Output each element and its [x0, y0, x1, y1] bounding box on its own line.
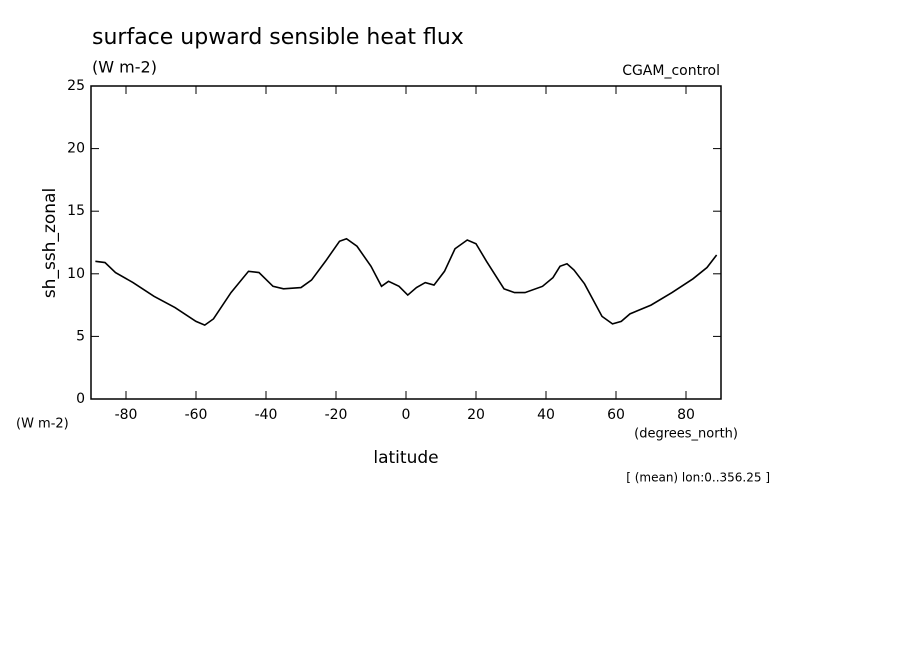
x-tick-label: 40 — [537, 407, 555, 423]
x-tick-label: 0 — [402, 407, 411, 423]
chart-title: surface upward sensible heat flux — [92, 25, 464, 50]
x-tick-label: -20 — [325, 407, 348, 423]
x-tick-label: 20 — [467, 407, 485, 423]
x-units: (degrees_north) — [634, 427, 738, 442]
annotation: [ (mean) lon:0..356.25 ] — [626, 471, 770, 485]
x-tick-label: -60 — [185, 407, 208, 423]
line-series — [95, 237, 718, 327]
y-tick-label: 25 — [67, 78, 85, 94]
y-tick-label: 20 — [67, 141, 85, 157]
experiment-label: CGAM_control — [622, 63, 720, 79]
y-tick-label: 0 — [76, 391, 85, 407]
plot-frame — [90, 85, 722, 400]
y-tick-label: 15 — [67, 203, 85, 219]
x-axis-label: latitude — [373, 448, 438, 468]
y-tick-label: 5 — [76, 328, 85, 344]
y-units: (W m-2) — [16, 417, 69, 432]
x-tick-label: -40 — [255, 407, 278, 423]
y-tick-label: 10 — [67, 266, 85, 282]
y-axis-label: sh_ssh_zonal — [40, 188, 60, 298]
subtitle: (W m-2) — [92, 58, 157, 77]
x-tick-label: -80 — [115, 407, 138, 423]
x-tick-label: 80 — [677, 407, 695, 423]
x-tick-label: 60 — [607, 407, 625, 423]
